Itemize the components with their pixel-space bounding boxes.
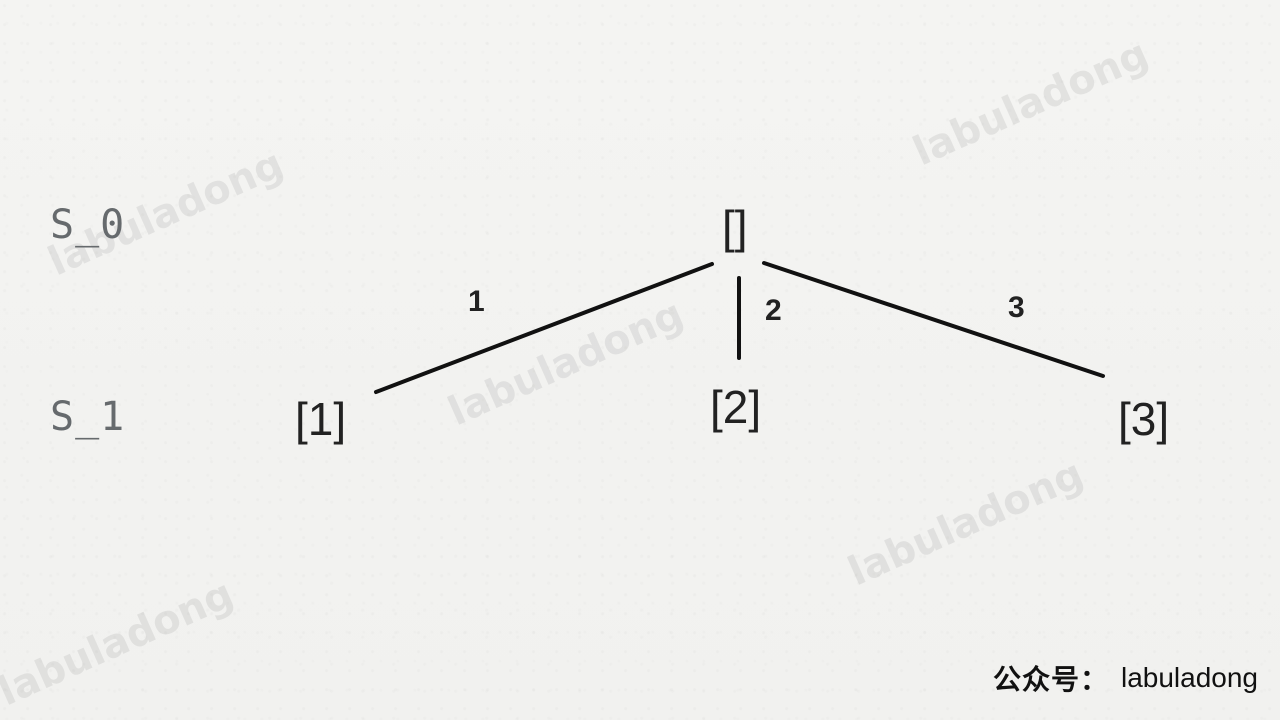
edge-line-1	[374, 262, 714, 394]
tree-node-2: [2]	[710, 381, 762, 433]
footer-name: labuladong	[1120, 662, 1258, 693]
level-label-s1: S_1	[50, 394, 126, 440]
footer-brand: 公众号： labuladong	[993, 658, 1258, 698]
edge-label-2: 2	[765, 294, 782, 327]
edge-label-1: 1	[468, 285, 485, 318]
tree-node-3: [3]	[1118, 393, 1170, 445]
tree-node-1: [1]	[295, 393, 347, 445]
edge-line-3	[762, 261, 1105, 378]
tree-node-root: []	[722, 201, 748, 253]
footer-logo: 公众号：	[992, 663, 1109, 696]
level-label-s0: S_0	[50, 202, 126, 248]
edge-label-3: 3	[1008, 291, 1025, 324]
